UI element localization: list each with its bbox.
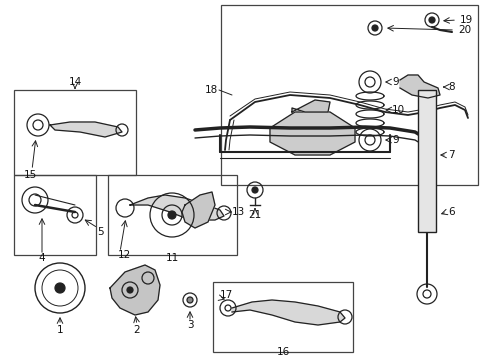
Polygon shape <box>182 192 215 228</box>
Circle shape <box>187 297 193 303</box>
Text: 21: 21 <box>248 210 262 220</box>
Text: 11: 11 <box>166 253 179 263</box>
Text: 15: 15 <box>24 170 37 180</box>
Text: 10: 10 <box>392 105 405 115</box>
Polygon shape <box>292 100 330 112</box>
Circle shape <box>127 287 133 293</box>
Bar <box>213 282 353 352</box>
Text: 14: 14 <box>69 77 82 87</box>
Text: 19: 19 <box>460 15 473 25</box>
Circle shape <box>252 187 258 193</box>
Text: 1: 1 <box>57 325 63 335</box>
Bar <box>221 5 478 185</box>
Text: 17: 17 <box>220 290 233 300</box>
Text: 20: 20 <box>458 25 471 35</box>
Bar <box>14 175 96 255</box>
Circle shape <box>55 283 65 293</box>
Text: 2: 2 <box>134 325 140 335</box>
Circle shape <box>168 211 176 219</box>
Polygon shape <box>270 112 355 155</box>
Circle shape <box>372 25 378 31</box>
Text: 9: 9 <box>392 77 399 87</box>
Bar <box>14 90 136 175</box>
Text: 16: 16 <box>276 347 290 357</box>
Circle shape <box>429 17 435 23</box>
Polygon shape <box>130 195 224 220</box>
Text: 6: 6 <box>448 207 455 217</box>
Polygon shape <box>110 265 160 315</box>
Text: 4: 4 <box>39 253 45 263</box>
Text: 12: 12 <box>118 250 131 260</box>
Text: 18: 18 <box>205 85 218 95</box>
Text: 7: 7 <box>448 150 455 160</box>
Text: 3: 3 <box>187 320 194 330</box>
Text: 5: 5 <box>97 227 103 237</box>
Text: 9: 9 <box>392 135 399 145</box>
Text: 13: 13 <box>232 207 245 217</box>
Polygon shape <box>400 75 440 98</box>
Bar <box>418 90 436 232</box>
Polygon shape <box>50 122 122 137</box>
Bar <box>108 175 237 255</box>
Polygon shape <box>232 300 345 325</box>
Text: 8: 8 <box>448 82 455 92</box>
